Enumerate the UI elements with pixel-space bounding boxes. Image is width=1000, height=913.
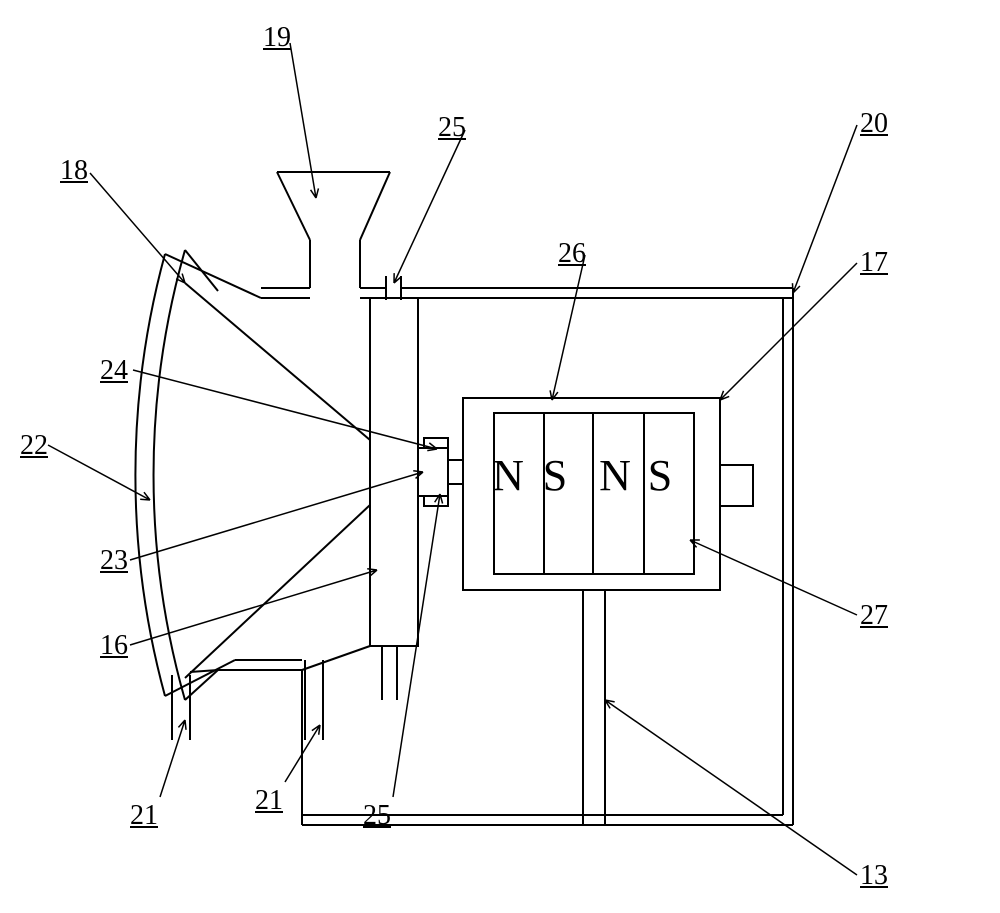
magnet-pole-label: S (648, 451, 672, 500)
ref-label-25: 25 (438, 112, 466, 144)
leader-line (720, 263, 857, 400)
leader-line (90, 173, 185, 283)
ref-label-17: 17 (860, 247, 888, 279)
ref-label-27: 27 (860, 600, 888, 632)
ref-label-26: 26 (558, 238, 586, 270)
leader-line (290, 43, 318, 198)
ref-label-22: 22 (20, 430, 48, 462)
leader-line (133, 370, 437, 451)
ref-label-18: 18 (60, 155, 88, 187)
ref-label-16: 16 (100, 630, 128, 662)
technical-diagram: NSNS (0, 0, 1000, 913)
leader-line (160, 720, 186, 797)
ref-label-19: 19 (263, 22, 291, 54)
leader-line (550, 255, 585, 400)
magnet-pole-label: S (543, 451, 567, 500)
leader-line (130, 471, 423, 560)
ref-label-24: 24 (100, 355, 128, 387)
ref-label-25: 25 (363, 800, 391, 832)
ref-label-21: 21 (255, 785, 283, 817)
ref-label-20: 20 (860, 108, 888, 140)
magnet-pole-label: N (599, 451, 631, 500)
leader-line (690, 540, 857, 615)
magnet-pole-label: N (492, 451, 524, 500)
ref-label-13: 13 (860, 860, 888, 892)
leader-line (130, 569, 377, 645)
ref-label-21: 21 (130, 800, 158, 832)
leader-line (605, 700, 857, 875)
leader-line (792, 125, 857, 293)
ref-label-23: 23 (100, 545, 128, 577)
leader-line (394, 130, 465, 283)
